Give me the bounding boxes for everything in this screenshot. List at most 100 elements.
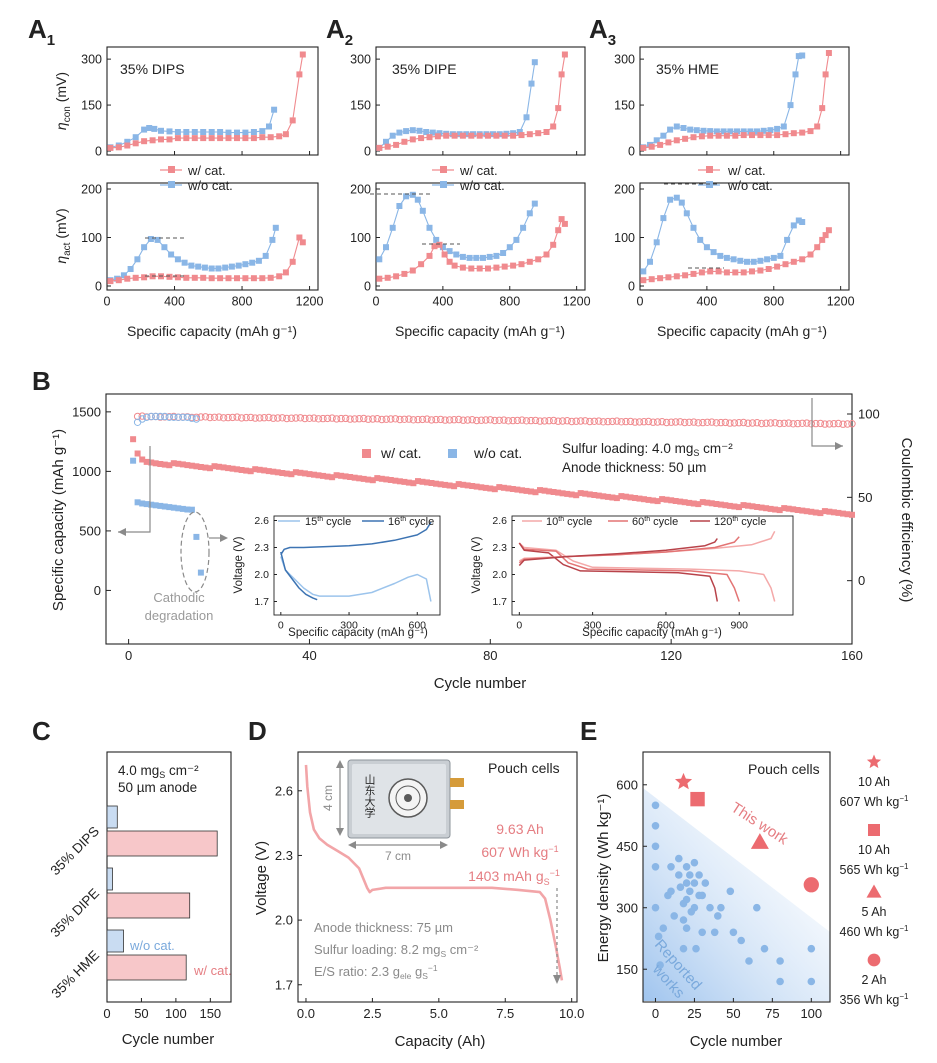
b-cat-ce-point: [228, 413, 237, 422]
b-cat-ce-point: [301, 414, 309, 423]
d-spec-capacity: 9.63 Ah: [496, 821, 544, 837]
c-x-tick-label: 150: [199, 1006, 221, 1021]
b-loading-note: Sulfur loading: 4.0 mgS cm⁻²: [562, 441, 733, 458]
a2-legend-nocat-marker: [440, 181, 447, 188]
a2-bot-y-tick-label: 0: [364, 279, 371, 293]
b-cat-capacity-point: [396, 478, 403, 485]
b-nocat-ce-point: [192, 415, 201, 423]
a1-top-nocat-point: [132, 134, 139, 141]
panel-label-d: D: [248, 716, 267, 746]
b-cat-capacity-point: [220, 464, 227, 471]
b-cat-ce-point: [500, 416, 508, 424]
b-nocat-capacity-point: [197, 569, 204, 576]
e-reported-point: [682, 895, 691, 904]
b-cat-capacity-point: [193, 463, 200, 470]
b-cat-capacity-point: [428, 480, 435, 486]
a1-bot-nocat-point: [208, 265, 215, 272]
a2-top-nocat-point: [403, 128, 410, 135]
e-reported-point: [690, 879, 699, 887]
b-cat-capacity-point: [148, 459, 155, 466]
b-cat-capacity-point: [329, 474, 336, 481]
b-cat-ce-point: [843, 420, 852, 428]
a1-top-cat-point: [234, 135, 240, 142]
b-legend-nocat-marker: [448, 449, 457, 458]
b-cat-ce-point: [400, 415, 409, 423]
a2-bot-y-tick-label: 100: [350, 231, 371, 245]
a3-bot-cat-point: [814, 244, 821, 251]
b-cat-capacity-point: [324, 473, 331, 480]
b-cat-capacity-point: [491, 486, 498, 493]
inset1-x-tick-label: 0: [278, 620, 284, 632]
b-cat-capacity-point: [717, 501, 724, 508]
a2-bot-cat-point: [426, 252, 433, 259]
a1-bot-nocat-point: [249, 259, 256, 266]
a1-bot-nocat-point: [134, 256, 141, 263]
a1-top-cat-point: [149, 137, 156, 144]
a2-top-nocat-point: [396, 129, 403, 136]
b-cat-capacity-point: [175, 460, 182, 467]
b-nocat-capacity-point: [170, 504, 177, 511]
a1-bot-nocat-point: [262, 252, 269, 259]
c-x-tick-label: 50: [134, 1006, 148, 1021]
b-cat-ce-point: [323, 414, 332, 423]
a1-top-cat-point: [276, 133, 283, 140]
b-cat-ce-point: [292, 414, 300, 422]
a3-bot-nocat-point: [678, 199, 685, 206]
a3-top-nocat-point: [774, 125, 781, 132]
a3-top-nocat-point: [795, 53, 802, 60]
b-cat-capacity-point: [202, 464, 209, 471]
a1-bot-nocat-point: [195, 263, 202, 270]
a3-bot-nocat-point: [690, 224, 697, 231]
e-x-tick-label: 0: [652, 1006, 659, 1021]
b-cat-ce-point: [848, 420, 856, 428]
b-cat-ce-point: [450, 416, 458, 424]
b-cat-capacity-point: [320, 472, 326, 479]
a3-top-cat-point: [640, 144, 647, 151]
b-cat-ce-point: [807, 420, 815, 428]
a1-top-cat-point: [259, 134, 266, 141]
b-nocat-ce-point: [179, 413, 187, 421]
a1-top-cat-point: [208, 135, 215, 142]
b-cat-ce-point: [531, 416, 540, 425]
e-reported-point: [690, 858, 699, 867]
b-cat-ce-point: [527, 416, 535, 425]
b-cat-ce-point: [640, 418, 648, 426]
b-cat-capacity-point: [550, 489, 557, 495]
a3-top-nocat-point: [680, 125, 687, 131]
a2-bot-nocat-point: [459, 253, 466, 260]
a1-top-nocat-point: [217, 129, 224, 135]
b-cat-ce-point: [785, 419, 793, 427]
b-cat-capacity-point: [311, 471, 317, 478]
photo-width-label: 7 cm: [385, 849, 411, 863]
a2-bot-nocat-point: [376, 256, 383, 263]
a3-top-cat-point: [765, 132, 772, 139]
b-cat-capacity-point: [225, 465, 232, 472]
e-reported-point: [676, 883, 685, 891]
e-reported-point: [753, 903, 761, 912]
b-degradation-ellipse: [180, 511, 210, 593]
a3-bottom-frame: [639, 182, 850, 291]
b-cat-ce-point: [703, 418, 711, 426]
a1-bot-cat-point: [107, 278, 114, 285]
inset1-x-label: Specific capacity (mAh g⁻¹): [288, 627, 428, 639]
inset2-x-tick-label: 300: [584, 620, 602, 632]
b-cat-capacity-point: [496, 484, 503, 491]
a2-bot-nocat-point: [396, 203, 403, 209]
a2-bot-nocat-point: [486, 253, 493, 260]
a1-bot-cat-point: [166, 273, 173, 280]
a2-top-cat-point: [550, 123, 557, 130]
b-cat-ce-point: [717, 418, 725, 427]
a3-legend-cat-label: w/ cat.: [727, 163, 766, 178]
a2-top-cat-point: [468, 132, 475, 139]
e-key-star-icon: [866, 754, 882, 769]
b-cat-capacity-point: [130, 436, 137, 443]
b-cat-ce-point: [337, 414, 345, 423]
b-cat-capacity-point: [632, 495, 638, 501]
a2-bot-nocat-point: [531, 200, 538, 207]
b-nocat-capacity-point: [130, 457, 137, 464]
b-cat-ce-point: [210, 413, 219, 421]
a1-top-nocat-point: [141, 126, 148, 133]
a2-top-cat-point: [501, 132, 508, 139]
a2-bot-cat-point: [468, 265, 475, 272]
a3-bot-cat-point: [657, 275, 664, 282]
